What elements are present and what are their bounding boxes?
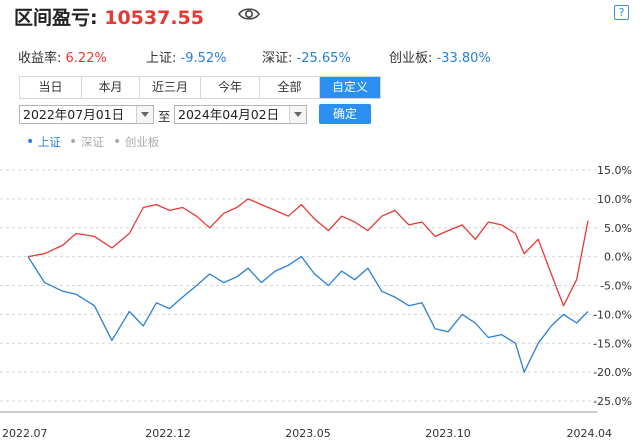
legend-label: 深证	[80, 135, 104, 149]
stat-value: -33.80%	[436, 51, 491, 66]
chevron-down-icon[interactable]	[289, 106, 306, 123]
stat-chinext: 创业板: -33.80%	[389, 47, 491, 66]
stat-shanghai: 上证: -9.52%	[146, 47, 227, 66]
y-tick-label: 0.0%	[604, 251, 632, 264]
stat-value: -25.65%	[296, 51, 351, 66]
legend-dot-icon: •	[69, 134, 78, 150]
legend-dot-icon: •	[113, 134, 122, 150]
y-tick-label: -20.0%	[593, 366, 632, 379]
y-tick-label: 5.0%	[604, 222, 632, 235]
chart-series	[27, 198, 589, 373]
stat-label: 上证:	[146, 51, 177, 66]
tab-this-year[interactable]: 今年	[201, 77, 260, 98]
chevron-down-icon[interactable]	[136, 106, 153, 123]
x-axis-labels: 2022.07 2022.12 2023.05 2023.10 2024.04	[2, 427, 612, 440]
range-separator: 至	[158, 109, 171, 124]
legend-shanghai[interactable]: • 上证	[26, 134, 61, 150]
stat-shenzhen: 深证: -25.65%	[262, 47, 351, 66]
y-tick-label: 15.0%	[597, 164, 632, 177]
y-tick-label: -5.0%	[600, 280, 632, 293]
y-axis-labels: 15.0% 10.0% 5.0% 0.0% -5.0% -10.0% -15.0% -20.0…	[593, 164, 632, 408]
x-tick-label: 2024.04	[567, 427, 613, 440]
eye-icon[interactable]	[238, 6, 260, 26]
profit-value: 10537.55	[104, 7, 204, 29]
x-tick-label: 2022.12	[145, 427, 191, 440]
tab-custom[interactable]: 自定义	[320, 77, 380, 98]
chart-grid	[0, 169, 597, 413]
tab-all[interactable]: 全部	[260, 77, 320, 98]
tab-this-month[interactable]: 本月	[82, 77, 140, 98]
help-icon[interactable]: ?	[614, 5, 629, 20]
end-date-value: 2024年04月02日	[178, 107, 280, 122]
stat-value: -9.52%	[180, 51, 227, 66]
y-tick-label: -10.0%	[593, 308, 632, 321]
stat-label: 收益率:	[18, 51, 62, 66]
x-tick-label: 2023.05	[285, 427, 331, 440]
stat-label: 深证:	[262, 51, 293, 66]
y-tick-label: -15.0%	[593, 337, 632, 350]
start-date-select[interactable]: 2022年07月01日	[19, 105, 154, 124]
legend-label: 上证	[37, 135, 61, 149]
period-tabs: 当日 本月 近三月 今年 全部 自定义	[19, 76, 381, 99]
legend-label: 创业板	[124, 135, 160, 149]
y-tick-label: -25.0%	[593, 395, 632, 408]
legend-chinext[interactable]: • 创业板	[113, 134, 159, 150]
profit-chart: 15.0% 10.0% 5.0% 0.0% -5.0% -10.0% -15.0% -20.0…	[0, 164, 632, 440]
stat-return: 收益率: 6.22%	[18, 47, 107, 66]
x-tick-label: 2023.10	[425, 427, 471, 440]
start-date-value: 2022年07月01日	[23, 107, 125, 122]
shanghai-series-line	[27, 255, 589, 373]
x-tick-label: 2022.07	[2, 427, 48, 440]
y-tick-label: 10.0%	[597, 193, 632, 206]
legend-dot-icon: •	[26, 134, 35, 150]
confirm-button[interactable]: 确定	[319, 104, 371, 124]
stat-value: 6.22%	[65, 51, 107, 66]
end-date-select[interactable]: 2024年04月02日	[174, 105, 307, 124]
tab-three-months[interactable]: 近三月	[140, 77, 201, 98]
stat-label: 创业板:	[389, 51, 433, 66]
profit-label: 区间盈亏:	[14, 7, 98, 29]
profit-title: 区间盈亏: 10537.55	[14, 3, 204, 30]
legend-shenzhen[interactable]: • 深证	[69, 134, 104, 150]
tab-today[interactable]: 当日	[20, 77, 82, 98]
profit-series-line	[27, 198, 589, 307]
